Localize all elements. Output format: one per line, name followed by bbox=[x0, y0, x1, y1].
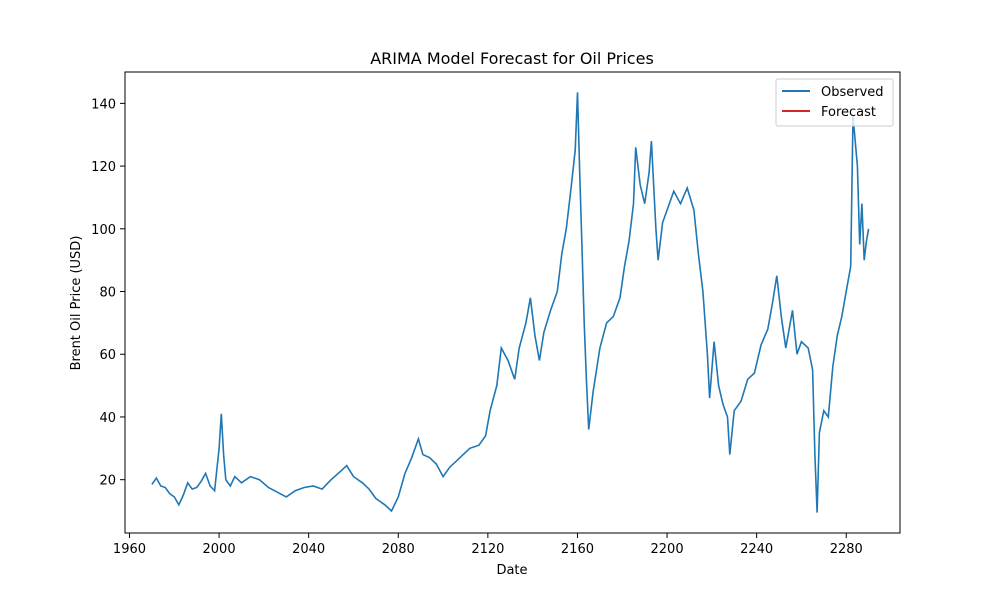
y-tick-label: 120 bbox=[91, 160, 116, 175]
x-tick-label: 2200 bbox=[651, 542, 684, 557]
y-tick-label: 40 bbox=[99, 411, 116, 426]
x-tick-label: 2120 bbox=[471, 542, 504, 557]
plot-area bbox=[124, 71, 901, 534]
y-tick-label: 100 bbox=[91, 223, 116, 238]
y-tick-label: 80 bbox=[99, 286, 116, 301]
x-tick-label: 1960 bbox=[113, 542, 146, 557]
x-tick-label: 2280 bbox=[830, 542, 863, 557]
y-tick-label: 20 bbox=[99, 474, 116, 489]
y-tick-label: 140 bbox=[91, 97, 116, 112]
x-tick-label: 2040 bbox=[292, 542, 325, 557]
x-tick-label: 2160 bbox=[561, 542, 594, 557]
legend-label-observed: Observed bbox=[821, 85, 884, 100]
legend: Observed Forecast bbox=[775, 78, 894, 127]
x-axis: 1960 2000 2040 2080 2120 2160 2200 2240 2280 bbox=[113, 533, 863, 557]
y-axis: 20 40 60 80 100 120 140 bbox=[91, 97, 125, 489]
y-tick-label: 60 bbox=[99, 348, 116, 363]
observed-series-line bbox=[151, 92, 870, 513]
legend-label-forecast: Forecast bbox=[821, 105, 876, 120]
x-axis-label: Date bbox=[496, 563, 527, 578]
y-axis-label: Brent Oil Price (USD) bbox=[69, 236, 84, 371]
x-tick-label: 2240 bbox=[740, 542, 773, 557]
chart-title: ARIMA Model Forecast for Oil Prices bbox=[370, 49, 654, 68]
x-tick-label: 2000 bbox=[203, 542, 236, 557]
x-tick-label: 2080 bbox=[382, 542, 415, 557]
plot-frame bbox=[124, 71, 901, 534]
